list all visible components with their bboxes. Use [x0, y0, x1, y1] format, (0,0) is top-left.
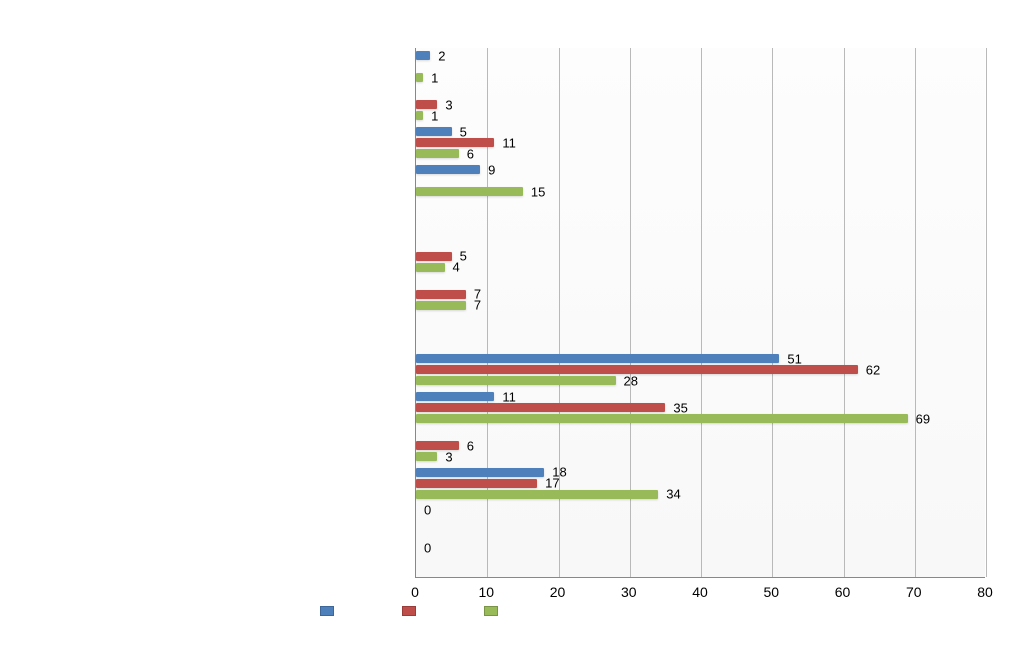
bar-s2: 17: [416, 479, 537, 488]
bar-s2: 7: [416, 290, 466, 299]
bar-s2: 11: [416, 138, 494, 147]
bar-value-label: 2: [438, 48, 445, 63]
gridline: [844, 48, 845, 577]
x-tick-label: 60: [835, 584, 851, 600]
x-tick-label: 40: [692, 584, 708, 600]
bar-value-label: 5: [460, 124, 467, 139]
bar-s3: 3: [416, 452, 437, 461]
bar-value-label: 4: [453, 260, 460, 275]
gridline: [915, 48, 916, 577]
bar-s1: 9: [416, 165, 480, 174]
legend-swatch-s3: [484, 606, 498, 616]
bar-s1: 18: [416, 468, 544, 477]
bar-value-label: 9: [488, 162, 495, 177]
bar-s3: 15: [416, 187, 523, 196]
chart-container: 2131511691554775162281135696318173400 01…: [20, 20, 1004, 633]
bar-s1: 2: [416, 51, 430, 60]
bar-value-label: 5: [460, 249, 467, 264]
legend-swatch-s2: [402, 606, 416, 616]
bar-value-label: 0: [424, 541, 431, 556]
bar-value-label: 7: [474, 298, 481, 313]
bar-value-label: 28: [624, 373, 638, 388]
x-tick-label: 70: [906, 584, 922, 600]
plot-area: 2131511691554775162281135696318173400: [415, 48, 985, 578]
gridline: [986, 48, 987, 577]
bar-value-label: 3: [445, 97, 452, 112]
bar-value-label: 1: [431, 70, 438, 85]
legend-swatch-s1: [320, 606, 334, 616]
bar-s2: 5: [416, 252, 452, 261]
bar-value-label: 0: [424, 503, 431, 518]
x-tick-label: 10: [478, 584, 494, 600]
gridline: [701, 48, 702, 577]
x-tick-label: 80: [977, 584, 993, 600]
bar-s3: 1: [416, 73, 423, 82]
legend-item-s2: [402, 606, 424, 616]
bar-value-label: 6: [467, 146, 474, 161]
x-tick-label: 50: [763, 584, 779, 600]
bar-value-label: 11: [502, 389, 516, 404]
bar-s1: 11: [416, 392, 494, 401]
bar-s3: 6: [416, 149, 459, 158]
bar-s3: 69: [416, 414, 908, 423]
bar-value-label: 3: [445, 449, 452, 464]
bar-value-label: 15: [531, 184, 545, 199]
bar-s3: 7: [416, 301, 466, 310]
bar-s3: 28: [416, 376, 616, 385]
bar-value-label: 51: [787, 351, 801, 366]
bar-value-label: 6: [467, 438, 474, 453]
bar-value-label: 34: [666, 487, 680, 502]
x-tick-label: 20: [550, 584, 566, 600]
bar-s3: 34: [416, 490, 658, 499]
legend-item-s3: [484, 606, 506, 616]
bar-s3: 4: [416, 263, 445, 272]
bar-s3: 1: [416, 111, 423, 120]
bar-s1: 51: [416, 354, 779, 363]
bar-value-label: 62: [866, 362, 880, 377]
x-tick-label: 0: [411, 584, 419, 600]
bar-value-label: 35: [673, 400, 687, 415]
gridline: [772, 48, 773, 577]
legend: [320, 606, 506, 616]
x-tick-label: 30: [621, 584, 637, 600]
bar-value-label: 17: [545, 476, 559, 491]
bar-value-label: 69: [916, 411, 930, 426]
bar-value-label: 11: [502, 135, 516, 150]
bar-s1: 5: [416, 127, 452, 136]
bar-s2: 35: [416, 403, 665, 412]
legend-item-s1: [320, 606, 342, 616]
bar-value-label: 1: [431, 108, 438, 123]
